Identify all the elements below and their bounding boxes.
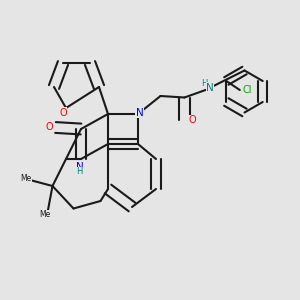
Text: N: N [206, 82, 214, 93]
Text: H: H [201, 80, 207, 88]
Text: O: O [188, 115, 196, 125]
Text: O: O [46, 122, 53, 133]
Text: N: N [136, 107, 143, 118]
Text: Me: Me [39, 210, 51, 219]
Text: Cl: Cl [243, 85, 252, 95]
Text: Me: Me [20, 174, 31, 183]
Text: H: H [76, 167, 83, 176]
Text: O: O [59, 107, 67, 118]
Text: N: N [76, 161, 83, 172]
